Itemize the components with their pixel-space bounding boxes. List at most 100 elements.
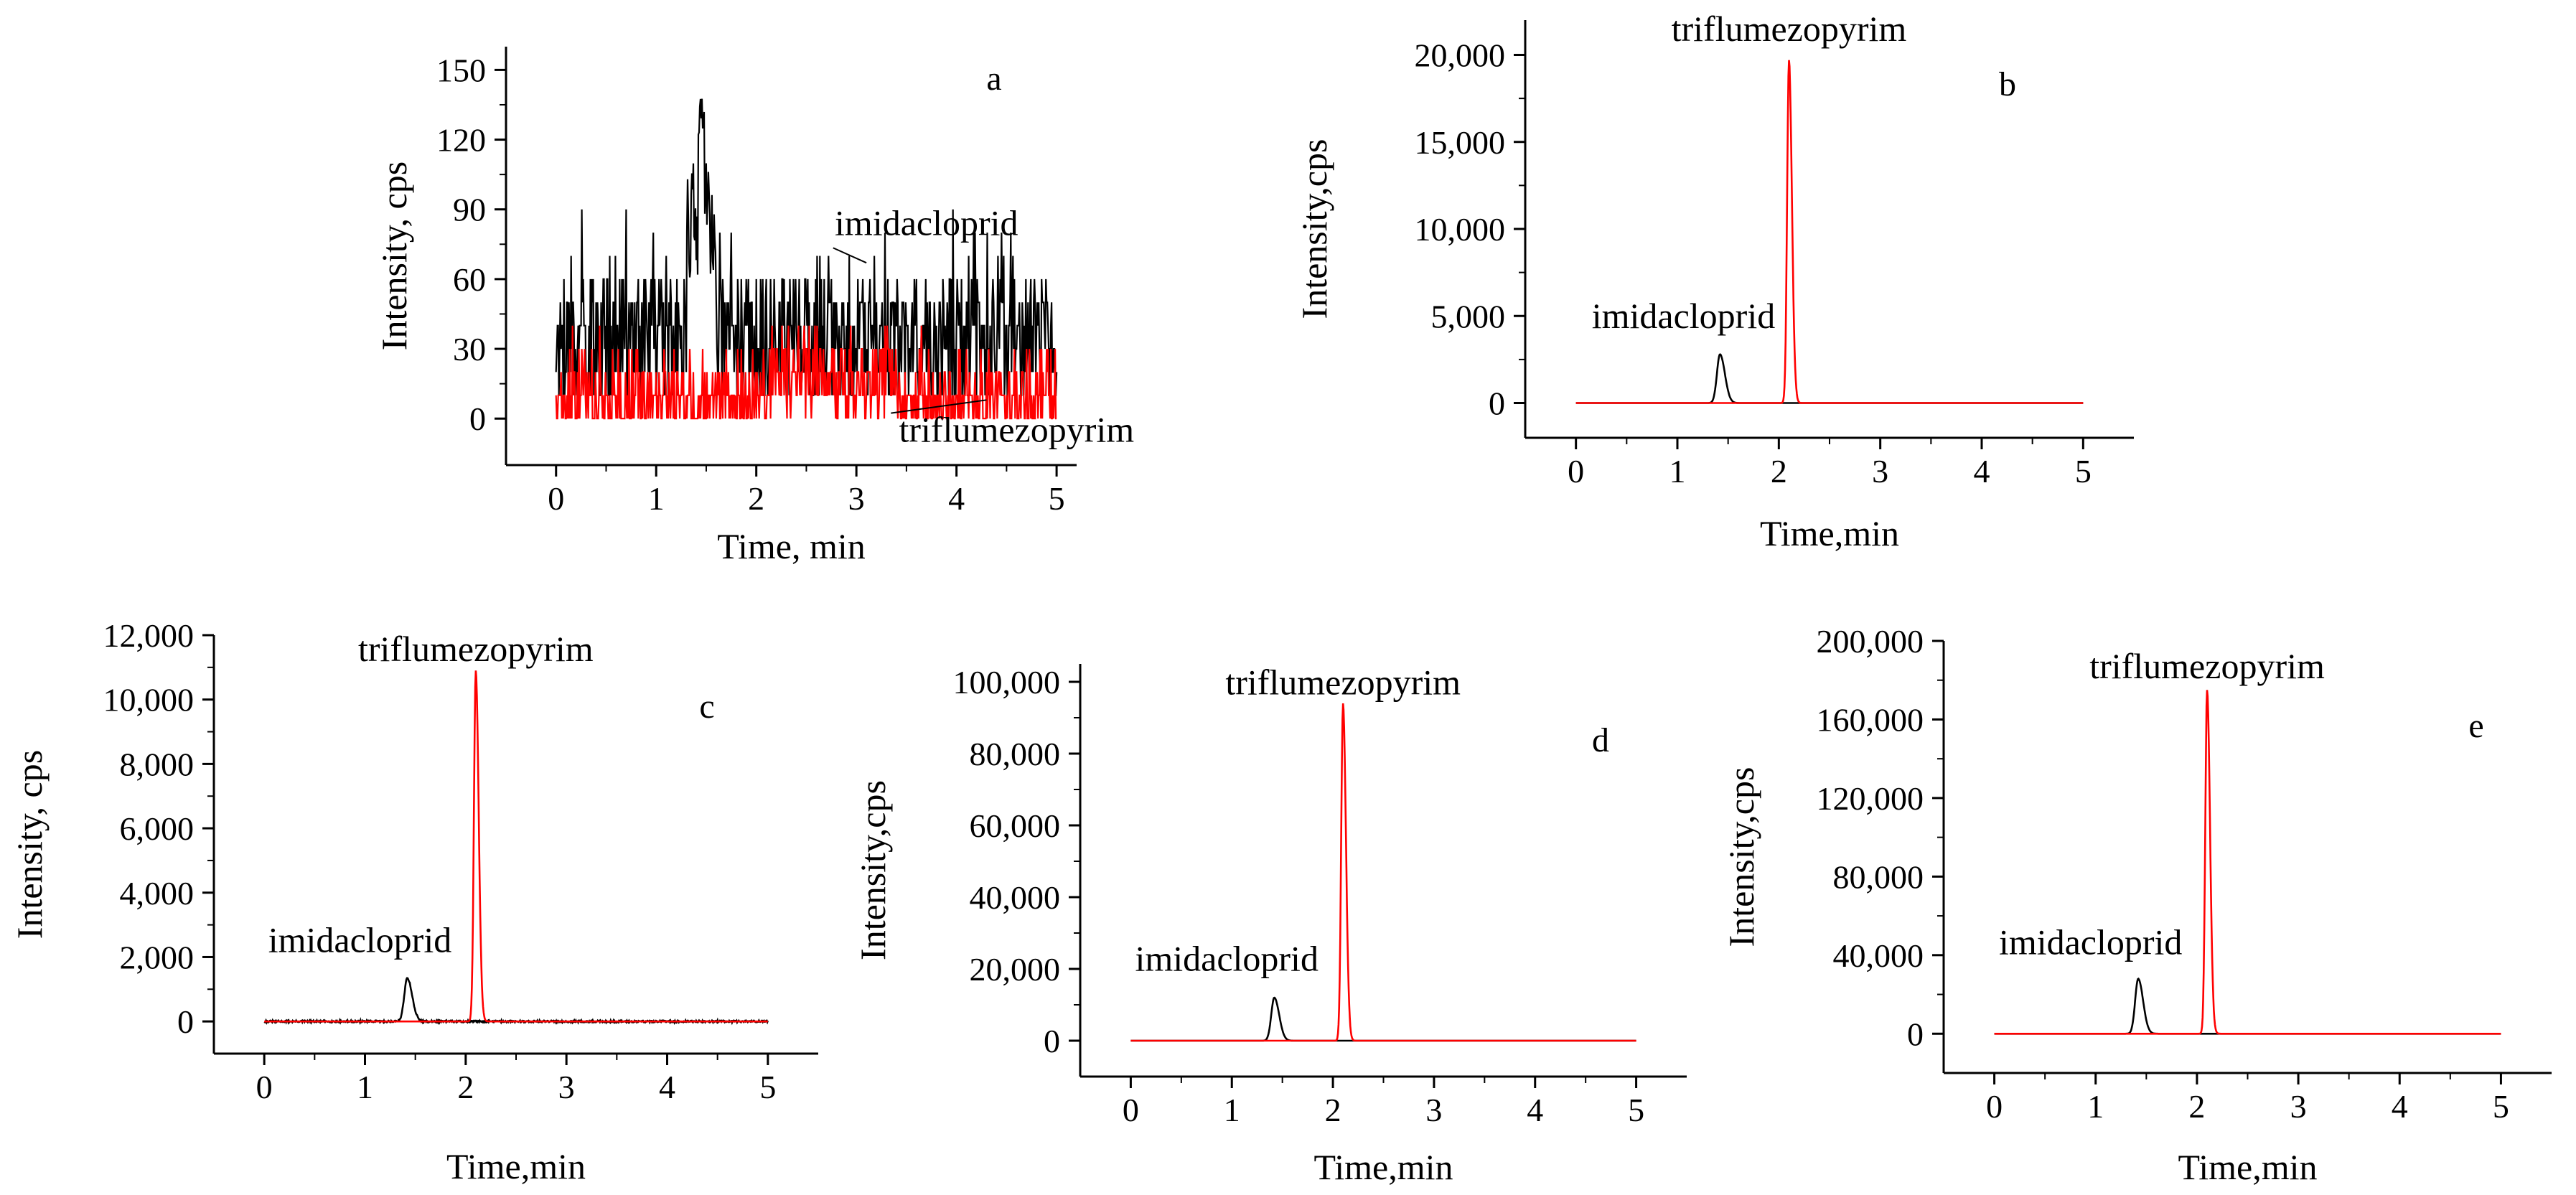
series-trace-triflumezopyrim <box>1575 60 2084 404</box>
x-axis-label: Time,min <box>1760 513 1899 553</box>
y-tick-label: 5,000 <box>1431 298 1506 334</box>
peak-label-imidacloprid: imidacloprid <box>1592 296 1776 336</box>
panel-letter: b <box>1999 65 2016 103</box>
y-tick-label: 20,000 <box>1415 37 1506 74</box>
x-tick-label: 0 <box>1568 453 1584 489</box>
panel-letter: d <box>1592 721 1609 759</box>
peak-label-imidacloprid: imidacloprid <box>268 920 452 960</box>
x-tick-label: 3 <box>558 1069 575 1105</box>
y-tick-label: 2,000 <box>120 939 195 975</box>
x-tick-label: 4 <box>948 480 965 517</box>
x-tick-label: 2 <box>457 1069 474 1105</box>
y-axis-label: Intensity,cps <box>1721 767 1761 947</box>
y-tick-label: 90 <box>453 192 486 228</box>
y-tick-label: 0 <box>1907 1016 1924 1052</box>
y-tick-label: 0 <box>469 400 486 437</box>
y-tick-label: 80,000 <box>1833 858 1924 895</box>
x-axis-label: Time, min <box>717 526 866 566</box>
peak-label-triflumezopyrim: triflumezopyrim <box>2089 646 2325 686</box>
series-trace-triflumezopyrim <box>555 325 1057 420</box>
y-tick-label: 150 <box>436 52 486 88</box>
y-tick-label: 0 <box>1044 1023 1060 1059</box>
annotation-arrow <box>833 247 867 264</box>
series-trace-imidacloprid <box>263 977 769 1026</box>
y-tick-label: 30 <box>453 331 486 367</box>
x-tick-label: 1 <box>1669 453 1686 489</box>
chart-panel-a: 0 1 2 3 4 5 0 30 60 90 120 150 Time, min Intensity, c… <box>374 47 1134 566</box>
y-tick-label: 60 <box>453 261 486 298</box>
series-trace-imidacloprid <box>1130 996 1636 1042</box>
y-tick-label: 80,000 <box>970 736 1061 772</box>
peak-label-triflumezopyrim: triflumezopyrim <box>358 629 594 669</box>
x-tick-label: 0 <box>1123 1092 1139 1128</box>
y-axis-label: Intensity,cps <box>1294 139 1334 319</box>
y-tick-label: 40,000 <box>1833 937 1924 974</box>
peak-label-triflumezopyrim: triflumezopyrim <box>899 410 1134 450</box>
y-tick-label: 12,000 <box>103 617 195 654</box>
y-tick-label: 10,000 <box>103 682 195 718</box>
peak-label-imidacloprid: imidacloprid <box>1999 922 2183 962</box>
series-trace-imidacloprid <box>1575 353 2084 404</box>
y-tick-label: 120,000 <box>1817 780 1924 817</box>
x-tick-label: 2 <box>748 480 764 517</box>
x-tick-label: 1 <box>2087 1088 2104 1125</box>
y-axis-label: Intensity, cps <box>9 750 50 939</box>
series-trace-triflumezopyrim <box>264 670 768 1023</box>
y-tick-label: 40,000 <box>970 879 1061 916</box>
x-tick-label: 1 <box>648 480 665 517</box>
series-trace-imidacloprid <box>555 98 1058 396</box>
y-tick-label: 60,000 <box>970 807 1061 844</box>
peak-label-imidacloprid: imidacloprid <box>835 202 1018 243</box>
x-tick-label: 5 <box>1628 1092 1644 1128</box>
x-axis-label: Time,min <box>2178 1147 2317 1187</box>
annotation-arrow <box>891 399 987 414</box>
x-tick-label: 5 <box>1049 480 1065 517</box>
y-tick-label: 20,000 <box>970 951 1061 988</box>
y-tick-label: 200,000 <box>1817 623 1924 660</box>
y-tick-label: 120 <box>436 122 486 159</box>
x-tick-label: 3 <box>1425 1092 1442 1128</box>
chart-panel-e: 0 1 2 3 4 5 0 40,000 80,000 120,000 160,000 200,000… <box>1721 623 2552 1187</box>
x-tick-label: 3 <box>848 480 865 517</box>
x-tick-label: 2 <box>2188 1088 2205 1125</box>
panel-letter: c <box>699 688 714 726</box>
panel-letter: a <box>986 60 1001 98</box>
x-tick-label: 1 <box>357 1069 373 1105</box>
x-tick-label: 3 <box>1872 453 1888 489</box>
x-tick-label: 4 <box>2392 1088 2408 1125</box>
panel-letter: e <box>2468 707 2483 745</box>
peak-label-triflumezopyrim: triflumezopyrim <box>1225 662 1461 703</box>
series-trace-triflumezopyrim <box>1130 703 1636 1042</box>
series-trace-imidacloprid <box>1994 978 2501 1035</box>
x-tick-label: 0 <box>548 480 564 517</box>
series-trace-triflumezopyrim <box>1994 690 2501 1035</box>
x-tick-label: 4 <box>1974 453 1990 489</box>
y-tick-label: 160,000 <box>1817 701 1924 738</box>
y-tick-label: 100,000 <box>953 664 1061 700</box>
x-tick-label: 1 <box>1224 1092 1240 1128</box>
x-tick-label: 0 <box>1986 1088 2003 1125</box>
y-tick-label: 0 <box>177 1003 194 1040</box>
chart-panel-d: 0 1 2 3 4 5 0 20,000 40,000 60,000 80,000 100,000 Ti… <box>853 662 1687 1187</box>
y-tick-label: 10,000 <box>1415 211 1506 248</box>
x-tick-label: 5 <box>759 1069 776 1105</box>
y-tick-label: 4,000 <box>120 875 195 912</box>
y-tick-label: 0 <box>1489 385 1505 422</box>
x-tick-label: 2 <box>1771 453 1787 489</box>
x-tick-label: 5 <box>2493 1088 2509 1125</box>
chart-panel-b: 0 1 2 3 4 5 0 5,000 10,000 15,000 20,000 Time,min In… <box>1294 9 2134 553</box>
x-axis-label: Time,min <box>1313 1147 1453 1187</box>
y-axis-label: Intensity,cps <box>853 780 893 960</box>
x-tick-label: 4 <box>1527 1092 1543 1128</box>
x-tick-label: 5 <box>2075 453 2092 489</box>
x-tick-label: 0 <box>256 1069 273 1105</box>
y-tick-label: 8,000 <box>120 746 195 782</box>
x-tick-label: 2 <box>1325 1092 1341 1128</box>
peak-label-imidacloprid: imidacloprid <box>1135 939 1319 979</box>
y-tick-label: 15,000 <box>1415 124 1506 161</box>
x-tick-label: 3 <box>2290 1088 2307 1125</box>
x-axis-label: Time,min <box>446 1146 586 1186</box>
y-tick-label: 6,000 <box>120 810 195 847</box>
x-tick-label: 4 <box>659 1069 675 1105</box>
